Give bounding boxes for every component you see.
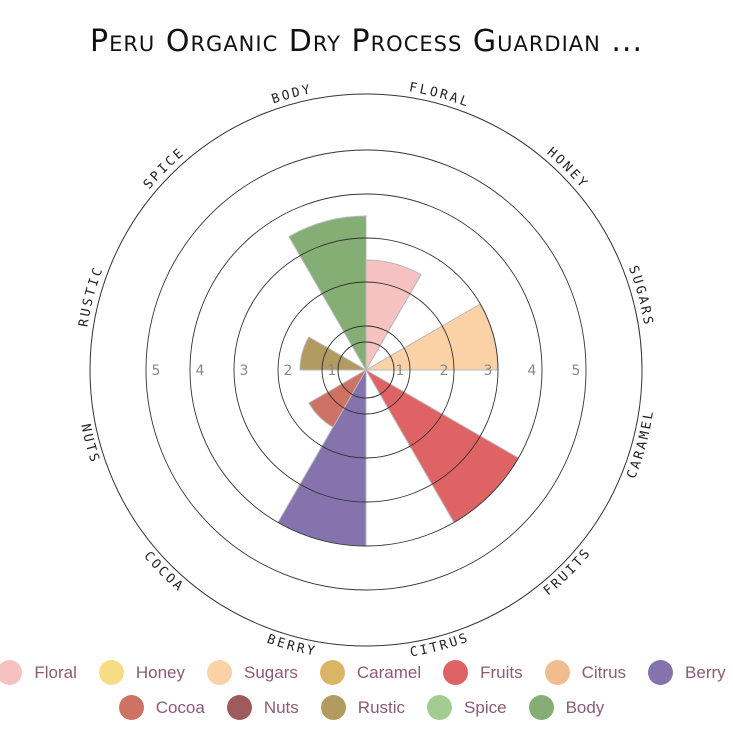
legend-item-berry[interactable]: Berry — [648, 660, 733, 685]
center-ring — [337, 341, 395, 399]
legend-label: Honey — [135, 662, 185, 682]
tick-label: 1 — [328, 363, 337, 379]
legend-swatch — [0, 660, 23, 685]
legend-label: Nuts — [263, 697, 299, 717]
category-label-sugars: SUGARS — [625, 264, 656, 328]
category-label-floral: FLORAL — [408, 80, 472, 111]
category-label-rustic: RUSTIC — [76, 264, 107, 328]
category-label-honey: HONEY — [544, 145, 591, 192]
legend-item-sugars[interactable]: Sugars — [207, 660, 308, 685]
legend-label: Berry — [685, 662, 726, 682]
legend-label: Cocoa — [155, 697, 205, 717]
legend-label: Fruits — [480, 662, 523, 682]
sector-rustic — [299, 336, 368, 371]
legend-item-caramel[interactable]: Caramel — [319, 660, 431, 685]
legend-swatch — [648, 660, 674, 685]
legend: Floral Honey Sugars Caramel Fruits Citrus Berr… — [0, 655, 733, 725]
legend-item-fruits[interactable]: Fruits — [443, 660, 533, 685]
legend-label: Spice — [464, 697, 507, 717]
category-label-cocoa: COCOA — [140, 549, 187, 596]
legend-swatch — [319, 660, 345, 685]
tick-label: 1 — [396, 363, 405, 379]
legend-swatch — [544, 660, 570, 685]
grid-ring — [189, 193, 543, 547]
legend-row: Cocoa Nuts Rustic Spice Body — [0, 690, 733, 725]
legend-item-rustic[interactable]: Rustic — [320, 695, 415, 720]
category-label-fruits: FRUITS — [541, 545, 595, 599]
legend-swatch — [427, 695, 453, 720]
legend-label: Body — [565, 697, 605, 717]
tick-label-layer: 1 1 2 2 3 3 4 4 5 5 — [152, 363, 581, 379]
tick-label: 5 — [572, 363, 581, 379]
legend-swatch — [118, 695, 144, 720]
legend-item-citrus[interactable]: Citrus — [544, 660, 636, 685]
grid-ring — [233, 237, 499, 503]
tick-label: 5 — [152, 363, 161, 379]
legend-label: Sugars — [244, 662, 298, 682]
tick-label: 3 — [240, 363, 249, 379]
legend-swatch — [443, 660, 469, 685]
tick-label: 4 — [196, 363, 205, 379]
legend-label: Caramel — [356, 662, 422, 682]
legend-item-honey[interactable]: Honey — [98, 660, 195, 685]
legend-swatch — [207, 660, 232, 685]
category-label-caramel: CARAMEL — [624, 408, 657, 481]
legend-item-spice[interactable]: Spice — [427, 695, 517, 720]
category-label-spice: SPICE — [141, 145, 188, 192]
grid-ring — [321, 325, 411, 415]
legend-swatch — [528, 695, 554, 720]
legend-item-body[interactable]: Body — [528, 695, 615, 720]
chart-title: Peru Organic Dry Process Guardian ... — [89, 24, 643, 59]
tick-label: 2 — [284, 363, 293, 379]
legend-swatch — [98, 660, 124, 685]
tick-label: 4 — [528, 363, 537, 379]
legend-label: Floral — [34, 662, 77, 682]
legend-swatch — [226, 695, 252, 720]
tick-label: 2 — [440, 363, 449, 379]
legend-swatch — [320, 695, 346, 720]
sector-body — [288, 215, 367, 372]
legend-item-cocoa[interactable]: Cocoa — [118, 695, 215, 720]
grid-ring — [145, 149, 587, 591]
legend-label: Rustic — [357, 697, 406, 717]
tick-label: 3 — [484, 363, 493, 379]
legend-row: Floral Honey Sugars Caramel Fruits Citrus Berr… — [0, 655, 733, 690]
sector-layer — [277, 215, 520, 547]
ring-layer — [89, 93, 643, 647]
category-label-nuts: NUTS — [77, 423, 102, 466]
outer-ring — [89, 93, 643, 647]
sector-cocoa — [308, 368, 368, 428]
legend-item-nuts[interactable]: Nuts — [226, 695, 309, 720]
grid-ring — [277, 281, 455, 459]
legend-item-floral[interactable]: Floral — [0, 660, 87, 685]
legend-label: Citrus — [581, 662, 627, 682]
